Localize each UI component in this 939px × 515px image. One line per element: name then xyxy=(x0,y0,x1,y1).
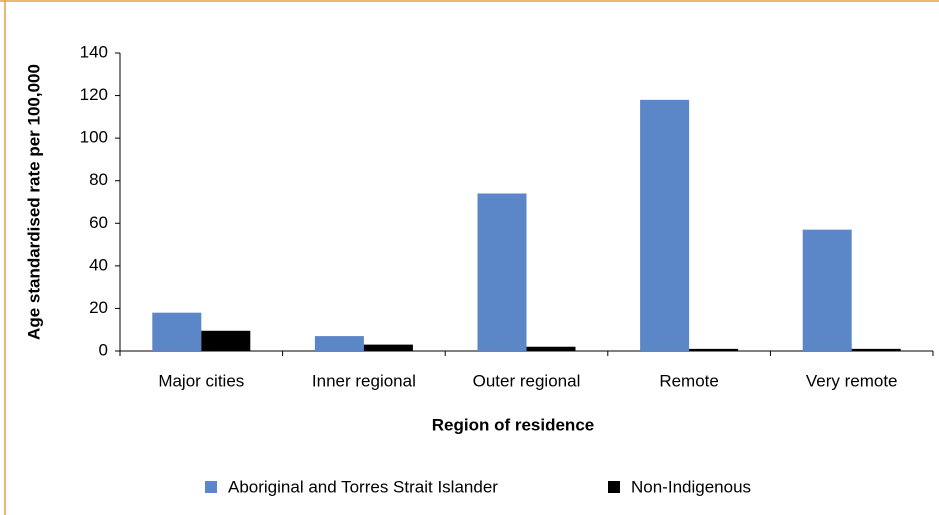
bar xyxy=(851,348,901,351)
y-tick-label: 100 xyxy=(80,128,108,147)
x-tick-label: Inner regional xyxy=(312,371,416,390)
bar xyxy=(802,229,852,351)
x-tick-label: Major cities xyxy=(158,371,244,390)
legend-label: Aboriginal and Torres Strait Islander xyxy=(228,477,498,496)
y-tick-label: 120 xyxy=(80,85,108,104)
y-axis-title: Age standardised rate per 100,000 xyxy=(24,64,43,340)
bar xyxy=(477,193,527,351)
legend-swatch xyxy=(205,481,217,493)
bar xyxy=(201,330,251,351)
bar xyxy=(363,344,413,351)
bar xyxy=(526,346,576,351)
x-tick-label: Outer regional xyxy=(473,371,581,390)
x-tick-label: Remote xyxy=(659,371,719,390)
bar xyxy=(640,99,690,351)
x-axis-title: Region of residence xyxy=(432,415,594,434)
y-tick-label: 60 xyxy=(89,213,108,232)
y-tick-label: 80 xyxy=(89,170,108,189)
x-tick-label: Very remote xyxy=(806,371,898,390)
legend-swatch xyxy=(608,481,620,493)
y-tick-label: 20 xyxy=(89,298,108,317)
y-tick-label: 40 xyxy=(89,255,108,274)
y-tick-label: 140 xyxy=(80,42,108,61)
y-tick-label: 0 xyxy=(99,340,108,359)
bar xyxy=(689,348,739,351)
legend-label: Non-Indigenous xyxy=(631,477,751,496)
bar xyxy=(314,336,364,351)
bar xyxy=(152,312,202,351)
